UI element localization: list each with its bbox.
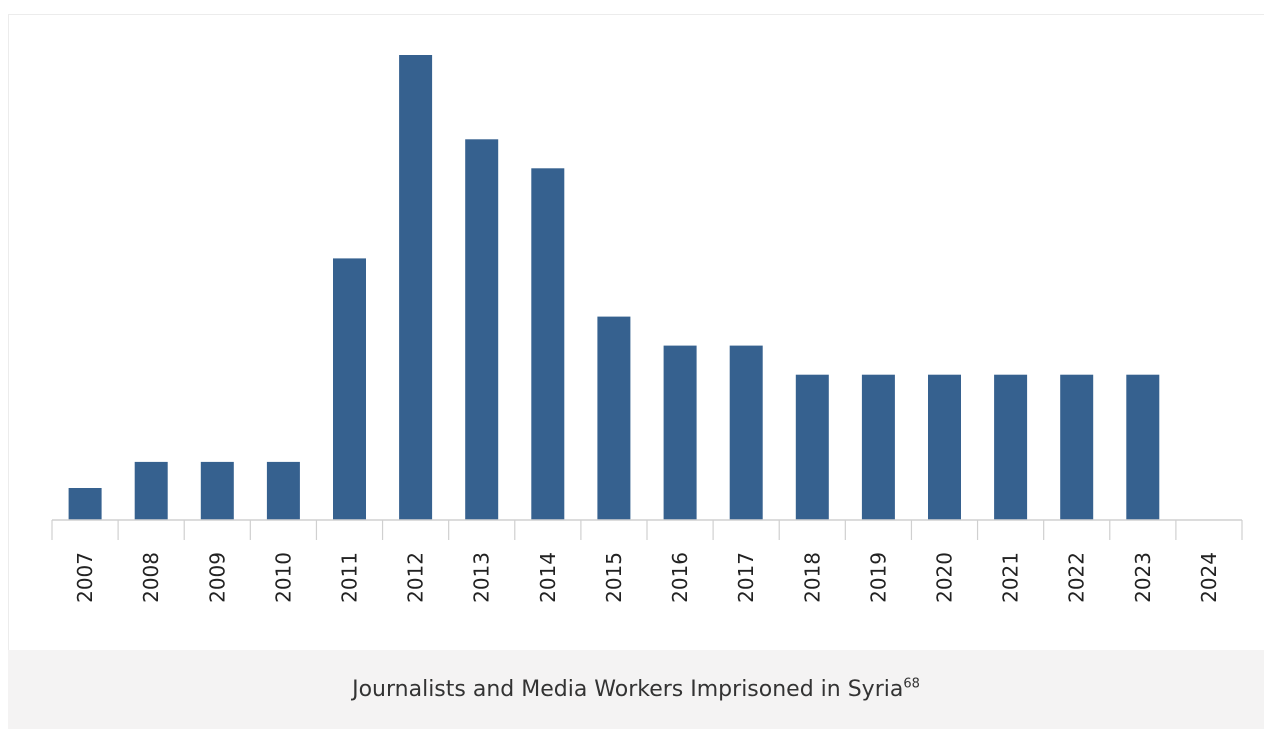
x-tick-label: 2019 [866, 552, 890, 603]
bar-chart: 2007 2008 2009 2010 2011 2012 2013 2014 2015 2016… [51, 55, 1243, 603]
x-tick-label: 2009 [205, 552, 229, 603]
bar-2015 [597, 316, 631, 520]
bar-2009 [200, 461, 234, 520]
x-tick-label: 2017 [734, 552, 758, 603]
x-tick-label: 2013 [470, 552, 494, 603]
bar-2008 [134, 461, 168, 520]
bar-2007 [68, 488, 102, 520]
x-tick-label: 2014 [536, 552, 560, 603]
bar-2023 [1126, 374, 1160, 520]
caption-bar: Journalists and Media Workers Imprisoned… [8, 650, 1264, 729]
x-tick-label: 2024 [1197, 552, 1221, 603]
x-tick-label: 2012 [404, 552, 428, 603]
x-tick-label: 2007 [73, 552, 97, 603]
x-tick-label: 2018 [800, 552, 824, 603]
bar-2016 [663, 345, 697, 520]
x-axis-tick-labels: 2007 2008 2009 2010 2011 2012 2013 2014 2015 2016… [73, 552, 1221, 603]
x-tick-label: 2016 [668, 552, 692, 603]
x-tick-label: 2021 [999, 552, 1023, 603]
x-axis-ticks [51, 520, 1243, 540]
bar-2018 [795, 374, 829, 520]
x-tick-label: 2010 [271, 552, 295, 603]
chart-frame [8, 14, 1264, 650]
bar-2020 [928, 374, 961, 520]
caption-footnote: 68 [903, 676, 920, 692]
bar-2010 [266, 461, 300, 520]
bar-2011 [333, 258, 366, 520]
caption-text: Journalists and Media Workers Imprisoned… [352, 677, 904, 702]
x-tick-label: 2011 [338, 552, 362, 603]
bar-series [68, 55, 1160, 521]
x-tick-label: 2023 [1131, 552, 1155, 603]
bar-2012 [399, 55, 433, 520]
bar-2021 [994, 374, 1028, 520]
bar-2019 [861, 374, 895, 520]
chart-caption: Journalists and Media Workers Imprisoned… [352, 677, 920, 702]
x-tick-label: 2015 [602, 552, 626, 603]
x-tick-label: 2008 [139, 552, 163, 603]
x-tick-label: 2020 [933, 552, 957, 603]
bar-2022 [1060, 374, 1094, 520]
x-tick-label: 2022 [1065, 552, 1089, 603]
bar-2013 [465, 139, 499, 521]
bar-2017 [729, 345, 763, 520]
bar-2014 [531, 168, 565, 521]
